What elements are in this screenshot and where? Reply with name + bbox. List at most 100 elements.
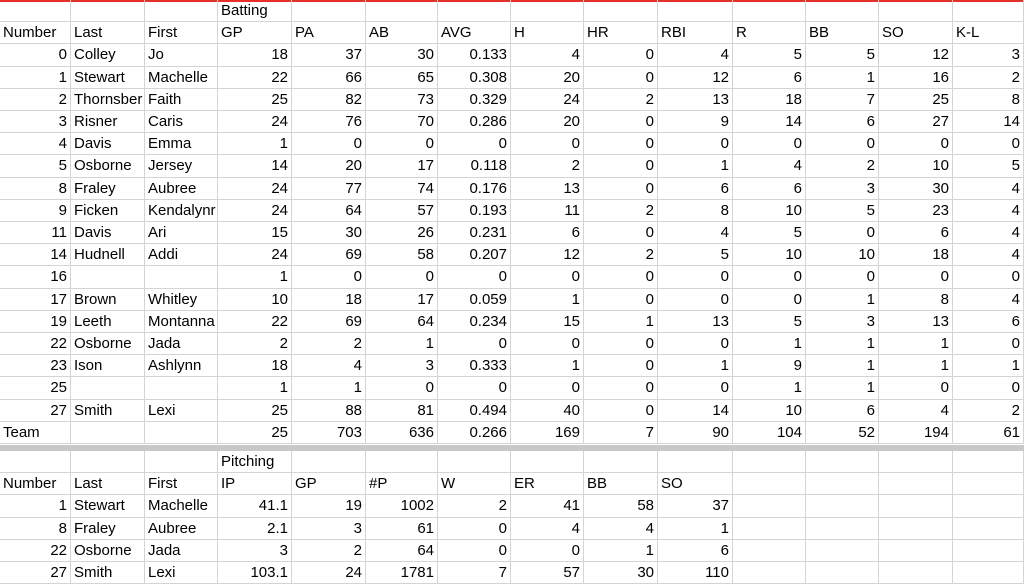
- empty-cell[interactable]: [584, 0, 658, 23]
- batting-cell-10[interactable]: 1: [733, 333, 806, 356]
- batting-cell-11[interactable]: 5: [806, 199, 879, 222]
- batting-cell-2[interactable]: Caris: [145, 111, 218, 134]
- batting-cell-0[interactable]: 8: [0, 177, 71, 200]
- pitching-header-10[interactable]: [733, 473, 806, 496]
- batting-cell-8[interactable]: 0: [584, 155, 658, 178]
- batting-cell-8[interactable]: 0: [584, 266, 658, 289]
- batting-cell-0[interactable]: 2: [0, 88, 71, 111]
- team-cell-9[interactable]: 90: [658, 421, 733, 444]
- team-cell-4[interactable]: 703: [292, 421, 366, 444]
- team-cell-5[interactable]: 636: [366, 421, 438, 444]
- pitching-cell-11[interactable]: [806, 517, 879, 540]
- batting-cell-4[interactable]: 0: [292, 133, 366, 156]
- pitching-cell-3[interactable]: 2.1: [218, 517, 292, 540]
- batting-header-12[interactable]: SO: [879, 22, 953, 45]
- batting-cell-8[interactable]: 2: [584, 199, 658, 222]
- batting-cell-1[interactable]: Brown: [71, 288, 145, 311]
- batting-cell-0[interactable]: 5: [0, 155, 71, 178]
- batting-cell-0[interactable]: 22: [0, 333, 71, 356]
- batting-cell-5[interactable]: 64: [366, 310, 438, 333]
- batting-cell-11[interactable]: 0: [806, 222, 879, 245]
- batting-cell-2[interactable]: Whitley: [145, 288, 218, 311]
- empty-cell[interactable]: [584, 451, 658, 474]
- empty-cell[interactable]: [879, 451, 953, 474]
- batting-cell-2[interactable]: Montanna: [145, 310, 218, 333]
- pitching-cell-6[interactable]: 0: [438, 517, 511, 540]
- batting-cell-9[interactable]: 0: [658, 266, 733, 289]
- pitching-cell-12[interactable]: [879, 517, 953, 540]
- batting-cell-10[interactable]: 1: [733, 377, 806, 400]
- team-cell-2[interactable]: [145, 421, 218, 444]
- batting-header-7[interactable]: H: [511, 22, 584, 45]
- pitching-cell-13[interactable]: [953, 495, 1024, 518]
- batting-cell-0[interactable]: 1: [0, 66, 71, 89]
- batting-cell-3[interactable]: 15: [218, 222, 292, 245]
- pitching-cell-4[interactable]: 3: [292, 517, 366, 540]
- batting-header-3[interactable]: GP: [218, 22, 292, 45]
- pitching-header-7[interactable]: ER: [511, 473, 584, 496]
- batting-cell-10[interactable]: 0: [733, 266, 806, 289]
- batting-cell-10[interactable]: 18: [733, 88, 806, 111]
- pitching-cell-0[interactable]: 22: [0, 539, 71, 562]
- empty-cell[interactable]: [0, 0, 71, 23]
- pitching-cell-7[interactable]: 0: [511, 539, 584, 562]
- batting-cell-12[interactable]: 27: [879, 111, 953, 134]
- batting-header-8[interactable]: HR: [584, 22, 658, 45]
- empty-cell[interactable]: [71, 0, 145, 23]
- pitching-header-11[interactable]: [806, 473, 879, 496]
- batting-cell-3[interactable]: 14: [218, 155, 292, 178]
- batting-cell-4[interactable]: 37: [292, 44, 366, 67]
- batting-cell-10[interactable]: 6: [733, 66, 806, 89]
- batting-header-5[interactable]: AB: [366, 22, 438, 45]
- batting-cell-3[interactable]: 24: [218, 177, 292, 200]
- batting-cell-8[interactable]: 0: [584, 399, 658, 422]
- batting-cell-11[interactable]: 7: [806, 88, 879, 111]
- pitching-header-6[interactable]: W: [438, 473, 511, 496]
- pitching-header-1[interactable]: Last: [71, 473, 145, 496]
- batting-cell-10[interactable]: 5: [733, 222, 806, 245]
- pitching-cell-1[interactable]: Osborne: [71, 539, 145, 562]
- batting-cell-6[interactable]: 0: [438, 133, 511, 156]
- batting-section-label[interactable]: Batting: [218, 0, 292, 23]
- team-cell-6[interactable]: 0.266: [438, 421, 511, 444]
- batting-cell-3[interactable]: 18: [218, 44, 292, 67]
- batting-cell-0[interactable]: 23: [0, 355, 71, 378]
- batting-cell-3[interactable]: 18: [218, 355, 292, 378]
- batting-cell-2[interactable]: Faith: [145, 88, 218, 111]
- pitching-header-5[interactable]: #P: [366, 473, 438, 496]
- batting-cell-12[interactable]: 12: [879, 44, 953, 67]
- batting-cell-11[interactable]: 1: [806, 288, 879, 311]
- batting-cell-9[interactable]: 5: [658, 244, 733, 267]
- batting-cell-4[interactable]: 1: [292, 377, 366, 400]
- batting-cell-5[interactable]: 17: [366, 288, 438, 311]
- pitching-cell-12[interactable]: [879, 495, 953, 518]
- batting-cell-7[interactable]: 4: [511, 44, 584, 67]
- batting-cell-3[interactable]: 1: [218, 377, 292, 400]
- batting-cell-0[interactable]: 25: [0, 377, 71, 400]
- batting-cell-4[interactable]: 66: [292, 66, 366, 89]
- batting-cell-2[interactable]: Jo: [145, 44, 218, 67]
- batting-cell-2[interactable]: [145, 377, 218, 400]
- batting-cell-2[interactable]: Kendalynr: [145, 199, 218, 222]
- pitching-cell-7[interactable]: 41: [511, 495, 584, 518]
- pitching-cell-6[interactable]: 2: [438, 495, 511, 518]
- batting-cell-8[interactable]: 0: [584, 66, 658, 89]
- batting-cell-6[interactable]: 0.059: [438, 288, 511, 311]
- batting-cell-10[interactable]: 5: [733, 44, 806, 67]
- batting-cell-4[interactable]: 64: [292, 199, 366, 222]
- batting-cell-13[interactable]: 0: [953, 333, 1024, 356]
- batting-cell-4[interactable]: 69: [292, 310, 366, 333]
- pitching-header-4[interactable]: GP: [292, 473, 366, 496]
- batting-cell-9[interactable]: 1: [658, 355, 733, 378]
- pitching-cell-8[interactable]: 58: [584, 495, 658, 518]
- batting-cell-2[interactable]: Machelle: [145, 66, 218, 89]
- pitching-cell-8[interactable]: 4: [584, 517, 658, 540]
- pitching-cell-4[interactable]: 24: [292, 562, 366, 584]
- batting-cell-2[interactable]: Addi: [145, 244, 218, 267]
- batting-cell-9[interactable]: 13: [658, 88, 733, 111]
- batting-cell-11[interactable]: 1: [806, 333, 879, 356]
- batting-cell-3[interactable]: 1: [218, 266, 292, 289]
- team-cell-0[interactable]: Team: [0, 421, 71, 444]
- batting-cell-0[interactable]: 14: [0, 244, 71, 267]
- empty-cell[interactable]: [733, 451, 806, 474]
